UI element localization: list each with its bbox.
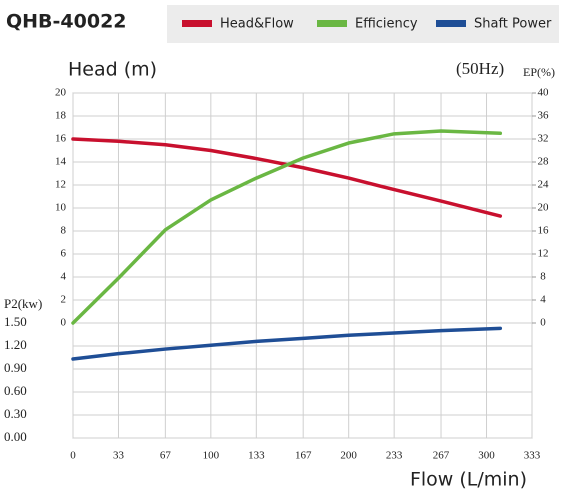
y2-tick-label: 12 (538, 248, 549, 260)
x-tick-label: 100 (203, 450, 220, 462)
y2-axis-title: EP(%) (523, 65, 555, 79)
legend-swatch (317, 20, 347, 27)
y2-tick-label: 28 (538, 156, 550, 168)
y-tick-label: 0 (61, 317, 67, 329)
y-tick-label: 6 (61, 248, 67, 260)
x-tick-label: 67 (160, 450, 172, 462)
y-tick-label: 10 (55, 202, 67, 214)
y2-tick-label: 32 (538, 133, 549, 145)
y2-tick-label: 4 (540, 294, 546, 306)
y3-tick-label: 0.90 (4, 360, 27, 375)
x-tick-label: 333 (524, 450, 541, 462)
series-line (71, 129, 503, 325)
y-tick-label: 20 (55, 87, 67, 99)
legend-swatch (436, 20, 466, 27)
x-axis-title: Flow (L/min) (410, 469, 527, 491)
y-tick-label: 8 (61, 225, 67, 237)
y2-tick-label: 40 (538, 87, 550, 99)
y2-tick-label: 16 (538, 225, 550, 237)
legend-label: Head&Flow (220, 17, 294, 32)
y3-tick-label: 0.00 (4, 429, 27, 444)
chart-title: QHB-40022 (6, 11, 127, 33)
y-axis-title: Head (m) (68, 59, 157, 81)
y3-axis-title: P2(kw) (4, 296, 42, 311)
y3-tick-label: 0.30 (4, 406, 27, 421)
x-tick-label: 200 (340, 450, 357, 462)
y3-tick-label: 1.50 (4, 314, 27, 329)
y2-tick-label: 20 (538, 202, 550, 214)
y2-tick-label: 36 (538, 110, 550, 122)
y3-tick-label: 0.60 (4, 383, 27, 398)
legend-label: Shaft Power (474, 17, 552, 32)
y-tick-label: 12 (55, 179, 66, 191)
legend-label: Efficiency (355, 17, 418, 32)
series-line (71, 326, 503, 361)
series-line (71, 137, 503, 218)
y-tick-label: 4 (61, 271, 67, 283)
y-tick-label: 14 (55, 156, 67, 168)
y-tick-label: 18 (55, 110, 67, 122)
legend-swatch (182, 20, 212, 27)
y2-tick-label: 24 (538, 179, 550, 191)
annotation: (50Hz) (456, 59, 504, 78)
legend-box (167, 5, 559, 43)
x-tick-label: 133 (248, 450, 265, 462)
x-tick-label: 233 (386, 450, 403, 462)
x-tick-label: 0 (70, 450, 76, 462)
y-tick-label: 16 (55, 133, 67, 145)
x-tick-label: 300 (478, 450, 495, 462)
y3-tick-label: 1.20 (4, 337, 27, 352)
y2-tick-label: 0 (540, 317, 546, 329)
x-tick-label: 267 (433, 450, 450, 462)
y-tick-label: 2 (61, 294, 67, 306)
y2-tick-label: 8 (540, 271, 546, 283)
x-tick-label: 167 (295, 450, 312, 462)
x-tick-label: 33 (113, 450, 125, 462)
